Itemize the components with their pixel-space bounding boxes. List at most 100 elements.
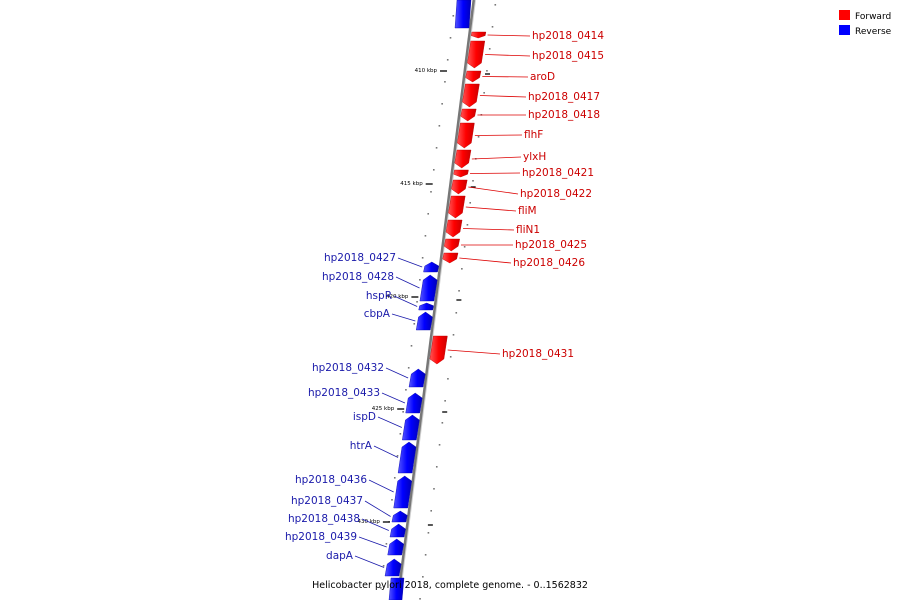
reverse-gene-leader bbox=[358, 536, 387, 548]
minor-tick bbox=[455, 312, 458, 314]
forward-gene[interactable] bbox=[460, 108, 477, 122]
reverse-gene[interactable] bbox=[384, 558, 402, 577]
minor-tick bbox=[424, 235, 427, 237]
forward-gene[interactable] bbox=[470, 31, 487, 39]
reverse-gene[interactable] bbox=[387, 538, 404, 556]
forward-gene-label[interactable]: aroD bbox=[530, 71, 555, 83]
reverse-gene-leader bbox=[361, 518, 389, 531]
minor-tick bbox=[432, 169, 435, 171]
forward-gene[interactable] bbox=[467, 40, 486, 69]
forward-gene-label[interactable]: hp2018_0414 bbox=[532, 30, 604, 42]
minor-tick bbox=[458, 290, 460, 292]
forward-gene[interactable] bbox=[448, 195, 466, 219]
forward-gene[interactable] bbox=[453, 169, 469, 178]
reverse-gene[interactable] bbox=[415, 311, 433, 331]
reverse-gene-label[interactable]: hp2018_0428 bbox=[322, 271, 394, 283]
reverse-gene[interactable] bbox=[405, 392, 423, 414]
reverse-gene-label[interactable]: hp2018_0439 bbox=[285, 531, 357, 543]
reverse-gene-partial[interactable] bbox=[388, 577, 405, 600]
forward-gene-leader bbox=[447, 349, 501, 355]
minor-tick bbox=[427, 213, 430, 215]
reverse-gene-partial[interactable] bbox=[454, 0, 472, 29]
reverse-gene-label[interactable]: hp2018_0427 bbox=[324, 252, 396, 264]
forward-gene-label[interactable]: hp2018_0431 bbox=[502, 348, 574, 360]
minor-tick bbox=[413, 323, 416, 325]
minor-tick bbox=[391, 499, 393, 501]
reverse-gene[interactable] bbox=[419, 274, 438, 302]
minor-tick bbox=[483, 92, 485, 94]
reverse-gene[interactable] bbox=[393, 475, 412, 509]
forward-gene-label[interactable]: hp2018_0421 bbox=[522, 167, 594, 179]
forward-gene-leader bbox=[471, 156, 522, 160]
forward-gene[interactable] bbox=[457, 122, 475, 149]
label-leader-lines bbox=[354, 34, 531, 568]
minor-tick bbox=[449, 37, 452, 39]
minor-tick bbox=[405, 389, 407, 391]
reverse-gene-label[interactable]: hp2018_0433 bbox=[308, 387, 380, 399]
forward-gene[interactable] bbox=[442, 252, 459, 264]
forward-gene-leader bbox=[463, 228, 515, 231]
forward-gene-label[interactable]: flhF bbox=[524, 129, 543, 141]
reverse-gene[interactable] bbox=[389, 523, 406, 538]
forward-gene-leader bbox=[459, 257, 512, 264]
reverse-gene[interactable] bbox=[391, 510, 408, 523]
forward-gene-leader bbox=[487, 34, 531, 37]
reverse-gene-label[interactable]: cbpA bbox=[364, 308, 391, 320]
reverse-gene-label[interactable]: hspR bbox=[366, 290, 392, 302]
reverse-gene-label[interactable]: ispD bbox=[353, 411, 376, 423]
forward-gene-label[interactable]: hp2018_0417 bbox=[528, 91, 600, 103]
forward-gene[interactable] bbox=[443, 238, 460, 252]
reverse-gene-label[interactable]: hp2018_0436 bbox=[295, 474, 367, 486]
reverse-gene-leader bbox=[377, 416, 403, 428]
minor-tick bbox=[393, 477, 396, 479]
forward-gene[interactable] bbox=[465, 70, 482, 83]
tick-label: 425 kbp bbox=[372, 406, 395, 412]
reverse-gene-label[interactable]: htrA bbox=[350, 440, 373, 452]
reverse-gene-leader bbox=[364, 500, 391, 517]
minor-tick bbox=[435, 147, 438, 149]
minor-ticks bbox=[380, 4, 497, 600]
forward-gene-label[interactable]: hp2018_0425 bbox=[515, 239, 587, 251]
forward-gene-label[interactable]: hp2018_0422 bbox=[520, 188, 592, 200]
forward-gene-label[interactable]: hp2018_0426 bbox=[513, 257, 585, 269]
gene-features bbox=[384, 0, 487, 600]
reverse-gene[interactable] bbox=[408, 368, 426, 388]
reverse-gene-leader bbox=[368, 479, 394, 493]
reverse-gene-leader bbox=[393, 295, 418, 307]
reverse-gene-label[interactable]: hp2018_0432 bbox=[312, 362, 384, 374]
minor-tick bbox=[402, 411, 404, 413]
minor-tick bbox=[491, 26, 494, 28]
minor-tick bbox=[446, 59, 449, 61]
minor-tick bbox=[421, 257, 424, 259]
minor-tick bbox=[433, 488, 435, 490]
forward-gene[interactable] bbox=[445, 219, 463, 238]
forward-gene-leader bbox=[468, 186, 519, 195]
forward-gene-label[interactable]: ylxH bbox=[523, 151, 546, 163]
minor-tick bbox=[444, 400, 446, 402]
reverse-gene-label[interactable]: hp2018_0437 bbox=[291, 495, 363, 507]
forward-gene[interactable] bbox=[454, 149, 472, 169]
forward-gene[interactable] bbox=[451, 179, 468, 195]
reverse-gene-label[interactable]: dapA bbox=[326, 550, 354, 562]
minor-tick bbox=[452, 334, 455, 336]
forward-gene[interactable] bbox=[429, 335, 448, 365]
minor-tick bbox=[430, 191, 432, 193]
gene-labels: hp2018_0414 hp2018_0415 aroD hp2018_0417 hp2… bbox=[285, 30, 604, 562]
reverse-gene[interactable] bbox=[402, 414, 420, 441]
reverse-gene[interactable] bbox=[423, 261, 440, 273]
forward-gene-label[interactable]: hp2018_0418 bbox=[528, 109, 600, 121]
legend-reverse-label: Reverse bbox=[855, 27, 892, 37]
reverse-gene-label[interactable]: hp2018_0438 bbox=[288, 513, 360, 525]
forward-gene-label[interactable]: hp2018_0415 bbox=[532, 50, 604, 62]
legend: Forward Reverse bbox=[839, 10, 892, 37]
forward-gene-label[interactable]: fliN1 bbox=[516, 224, 540, 236]
minor-tick bbox=[472, 180, 474, 182]
reverse-gene[interactable] bbox=[418, 302, 434, 311]
forward-gene[interactable] bbox=[462, 83, 480, 108]
minor-tick bbox=[427, 532, 430, 534]
minor-tick bbox=[449, 356, 452, 358]
reverse-gene-leader bbox=[354, 555, 385, 568]
forward-gene-label[interactable]: fliM bbox=[518, 205, 537, 217]
reverse-gene[interactable] bbox=[397, 441, 417, 474]
